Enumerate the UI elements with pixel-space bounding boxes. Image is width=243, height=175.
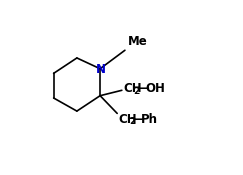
Text: 2: 2 [133, 87, 140, 96]
Text: CH: CH [119, 113, 137, 126]
Text: Me: Me [128, 35, 148, 48]
Text: 2: 2 [129, 117, 135, 126]
Text: OH: OH [146, 82, 166, 95]
Text: —: — [137, 82, 149, 95]
Text: Ph: Ph [141, 113, 158, 126]
Text: CH: CH [123, 82, 142, 95]
Text: N: N [96, 63, 106, 76]
Text: —: — [133, 113, 144, 126]
